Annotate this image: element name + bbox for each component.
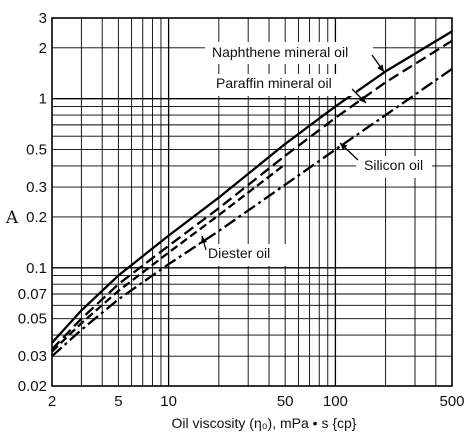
- y-axis-label: A: [5, 208, 19, 228]
- annotation-background: [356, 156, 432, 178]
- annotation-arrowhead: [340, 143, 348, 151]
- x-tick-label: 100: [323, 393, 348, 410]
- annotation-background: [200, 244, 290, 266]
- y-tick-label: 2: [39, 40, 47, 57]
- annotation-arrowhead: [200, 236, 207, 244]
- y-tick-label: 1: [39, 91, 47, 108]
- series-line-3: [51, 163, 286, 353]
- x-tick-label: 50: [277, 393, 294, 410]
- series-layer: [51, 30, 453, 358]
- y-tick-label: 0.1: [26, 260, 47, 277]
- annotation-arrowhead: [377, 64, 384, 72]
- y-tick-label: 0.07: [18, 286, 47, 303]
- y-tick-label: 0.2: [26, 209, 47, 226]
- grid: [51, 17, 453, 387]
- x-tick-label: 5: [114, 393, 122, 410]
- annotations: Naphthene mineral oil Paraffin mineral oi…: [200, 42, 432, 266]
- annotation-background: [208, 74, 356, 96]
- annotation-label: Naphthene mineral oil: [212, 44, 348, 60]
- y-tick-label: 0.5: [26, 142, 47, 159]
- y-tick-label: 0.3: [26, 179, 47, 196]
- series-line-2: [51, 39, 453, 350]
- annotation-arrowhead: [358, 95, 366, 103]
- annotation-label: Silicon oil: [364, 157, 423, 173]
- y-tick-label: 0.03: [18, 348, 47, 365]
- annotation-label: Diester oil: [208, 245, 270, 261]
- annotation-background: [205, 42, 373, 64]
- plot-frame: [51, 17, 453, 387]
- x-tick-label: 500: [439, 393, 464, 410]
- annotation-label: Paraffin mineral oil: [216, 75, 332, 91]
- x-axis-label: Oil viscosity (η₀), mPa • s {cp}: [172, 415, 357, 431]
- series-line-4: [51, 67, 453, 358]
- tick-labels: 2 5 10 50 100 500 0.02 0.03 0.05 0.07 0.1 0.2 0.3 0.5…: [18, 10, 465, 410]
- y-tick-label: 0.05: [18, 311, 47, 328]
- x-tick-label: 10: [160, 393, 177, 410]
- y-tick-label: 3: [39, 10, 47, 27]
- y-tick-label: 0.02: [18, 378, 47, 395]
- x-tick-label: 2: [48, 393, 56, 410]
- series-line-1: [51, 30, 453, 344]
